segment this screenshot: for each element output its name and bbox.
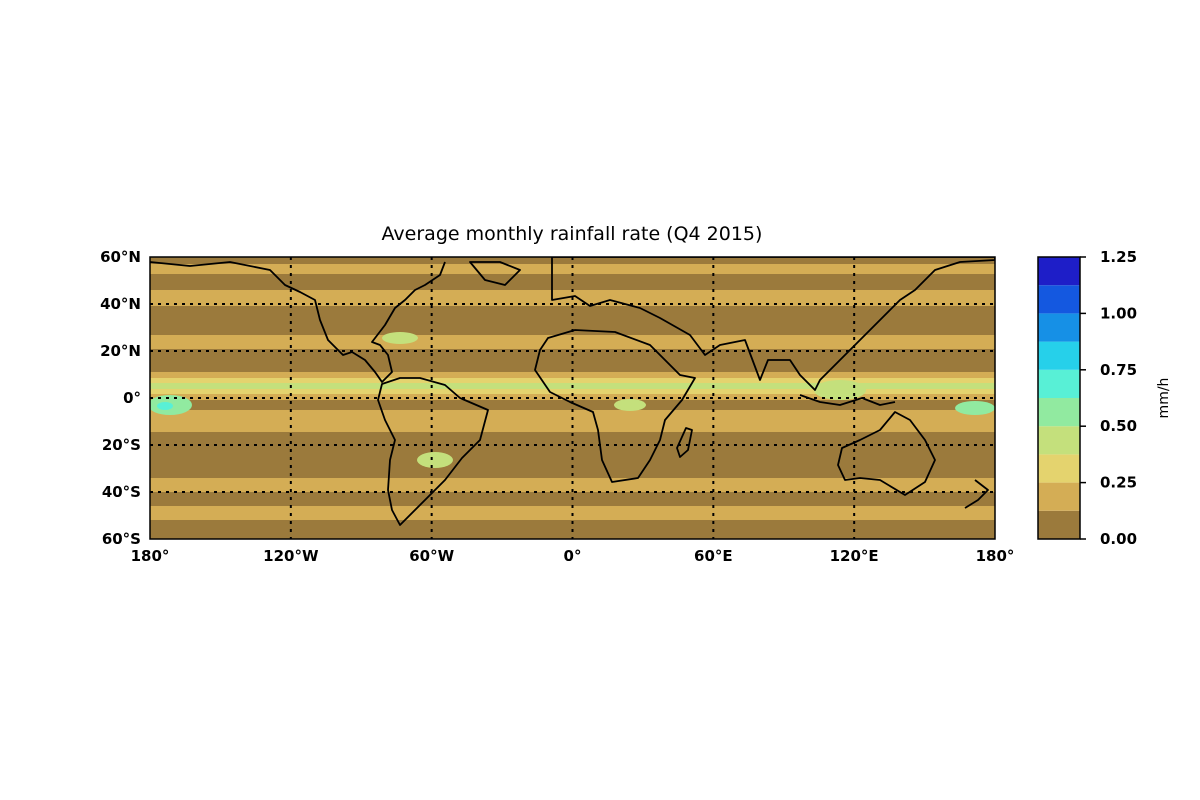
rainfall-field (150, 264, 995, 520)
colorbar-tick-label: 0.75 (1100, 361, 1137, 379)
longitude-labels: 180° 120°W 60°W 0° 60°E 120°E 180° (131, 547, 1015, 565)
map-area (150, 257, 995, 539)
latitude-label: 60°N (100, 248, 141, 266)
colorbar-segment (1038, 398, 1080, 427)
rain-band (150, 335, 995, 349)
rain-cell (814, 380, 866, 400)
colorbar-tick-label: 0.25 (1100, 474, 1137, 492)
latitude-label: 40°N (100, 295, 141, 313)
colorbar-segment (1038, 482, 1080, 511)
colorbar-tick-label: 1.25 (1100, 248, 1137, 266)
colorbar-tick-label: 1.00 (1100, 304, 1137, 322)
colorbar-segment (1038, 257, 1080, 286)
colorbar-tick-label: 0.00 (1100, 530, 1137, 548)
longitude-label: 0° (564, 547, 582, 565)
colorbar-segment (1038, 341, 1080, 370)
rain-cell (417, 452, 453, 468)
new-zealand-coastline (964, 479, 989, 509)
longitude-label: 180° (976, 547, 1015, 565)
map-title: Average monthly rainfall rate (Q4 2015) (382, 223, 763, 245)
indonesia-coastline (799, 394, 896, 406)
longitude-label: 60°E (694, 547, 733, 565)
rain-cell (157, 402, 173, 410)
map-gridlines (150, 257, 995, 539)
north-america-coastline (150, 261, 446, 383)
rain-cell (955, 401, 995, 415)
latitude-label: 20°S (102, 436, 141, 454)
colorbar-segment (1038, 426, 1080, 455)
latitude-labels: 60°N 40°N 20°N 0° 20°S 40°S 60°S (100, 248, 141, 548)
colorbar-tick-label: 0.50 (1100, 417, 1137, 435)
australia-coastline (837, 411, 936, 496)
south-america-coastline (377, 377, 489, 526)
colorbar-ticks: 0.00 0.25 0.50 0.75 1.00 1.25 (1080, 248, 1137, 548)
eurasia-coastline (551, 257, 995, 391)
colorbar-frame (1037, 256, 1081, 540)
longitude-label: 120°E (830, 547, 879, 565)
rain-band (150, 478, 995, 492)
greenland-coastline (469, 261, 521, 286)
colorbar-segment (1038, 369, 1080, 398)
colorbar-segment (1038, 313, 1080, 342)
colorbar-label: mm/h (1156, 378, 1172, 419)
colorbar-segment (1038, 510, 1080, 539)
latitude-label: 20°N (100, 342, 141, 360)
colorbar-segment (1038, 285, 1080, 314)
rain-band (150, 410, 995, 432)
latitude-label: 0° (123, 389, 141, 407)
rain-cell (614, 399, 646, 411)
longitude-label: 120°W (263, 547, 319, 565)
latitude-label: 40°S (102, 483, 141, 501)
map-frame (149, 256, 996, 540)
longitude-label: 60°W (409, 547, 454, 565)
rain-cell (382, 332, 418, 344)
colorbar (1038, 257, 1080, 539)
colorbar-segment (1038, 454, 1080, 483)
rain-band (150, 264, 995, 274)
latitude-label: 60°S (102, 530, 141, 548)
longitude-label: 180° (131, 547, 170, 565)
